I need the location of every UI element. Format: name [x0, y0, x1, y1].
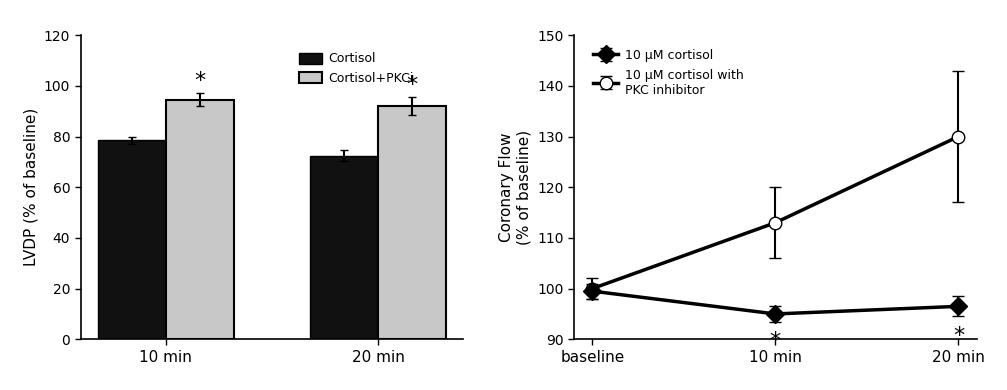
Text: *: * — [769, 331, 781, 351]
Legend: Cortisol, Cortisol+PKCi: Cortisol, Cortisol+PKCi — [294, 48, 418, 90]
Text: *: * — [194, 71, 205, 91]
Bar — [98, 140, 166, 339]
Y-axis label: LVDP (% of baseline): LVDP (% of baseline) — [23, 108, 38, 266]
Bar — [166, 100, 234, 339]
Text: *: * — [406, 74, 418, 95]
Text: *: * — [953, 326, 964, 346]
Bar — [310, 156, 378, 339]
Legend: 10 μM cortisol, 10 μM cortisol with
PKC inhibitor: 10 μM cortisol, 10 μM cortisol with PKC … — [588, 44, 748, 102]
Bar — [378, 106, 446, 339]
Y-axis label: Coronary Flow
(% of baseline): Coronary Flow (% of baseline) — [499, 129, 532, 245]
